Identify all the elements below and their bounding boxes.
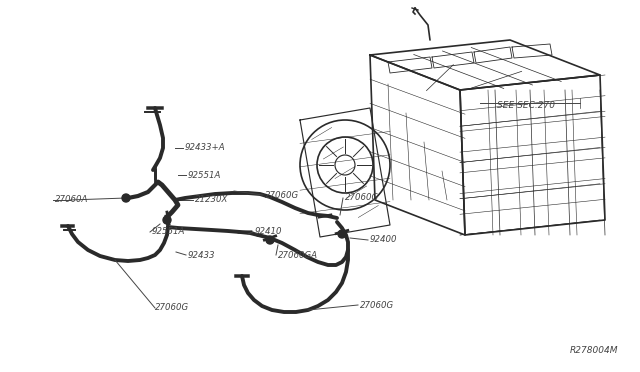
Text: 27060G: 27060G: [155, 304, 189, 312]
Text: 27060G: 27060G: [265, 190, 299, 199]
Circle shape: [122, 194, 130, 202]
Text: 27060G: 27060G: [345, 193, 379, 202]
Text: R278004M: R278004M: [570, 346, 618, 355]
Text: 27060GA: 27060GA: [278, 250, 318, 260]
Circle shape: [338, 230, 346, 238]
Circle shape: [163, 216, 171, 224]
Circle shape: [266, 236, 274, 244]
Text: 27060G: 27060G: [360, 301, 394, 310]
Text: 21230X: 21230X: [195, 196, 228, 205]
Text: 92551A: 92551A: [188, 170, 221, 180]
Text: 92433: 92433: [188, 250, 216, 260]
Text: 92433+A: 92433+A: [185, 144, 226, 153]
Text: 92400: 92400: [370, 235, 397, 244]
Text: 27060A: 27060A: [55, 196, 88, 205]
Text: SEE SEC.270: SEE SEC.270: [497, 100, 555, 109]
Text: 92551A: 92551A: [152, 228, 186, 237]
Text: 92410: 92410: [255, 228, 282, 237]
